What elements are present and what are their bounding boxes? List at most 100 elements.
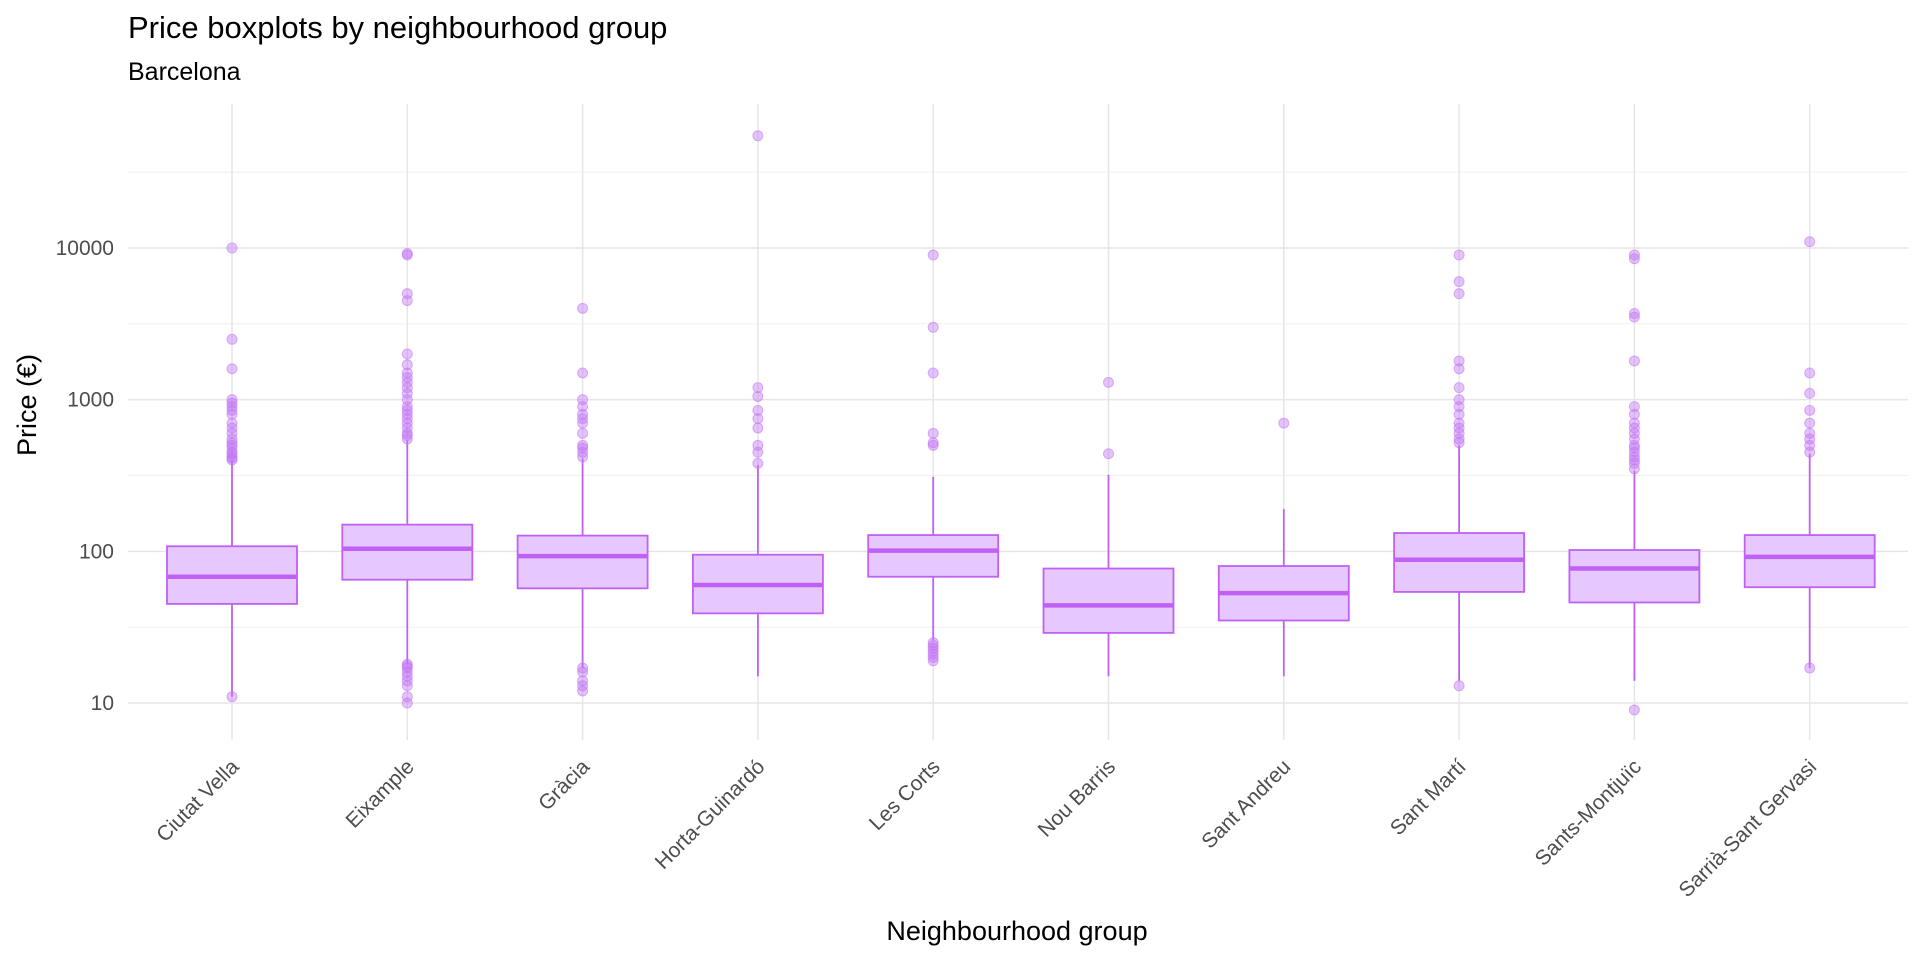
box-iqr [1042, 567, 1175, 634]
outlier-point [1453, 276, 1465, 288]
outlier-point [1453, 363, 1465, 375]
outlier-point [226, 433, 238, 445]
outlier-point [1103, 376, 1114, 388]
outlier-point [1804, 387, 1816, 399]
outlier-point [1804, 367, 1816, 379]
outlier-point [401, 387, 413, 399]
x-tick-label: Gràcia [534, 755, 594, 815]
outlier-point [1804, 404, 1816, 416]
y-tick-label: 10000 [56, 237, 114, 260]
outlier-point [927, 367, 939, 379]
x-tick-label: Sant Andreu [1197, 755, 1295, 853]
outlier-point [226, 408, 238, 420]
x-tick-label: Sant Martí [1386, 755, 1471, 840]
outlier-point [752, 439, 764, 451]
outlier-point [1278, 417, 1290, 429]
outlier-point [1804, 433, 1816, 445]
outlier-point [401, 348, 413, 360]
boxes [166, 130, 1876, 716]
outlier-point [752, 382, 764, 394]
outlier-point [226, 242, 238, 254]
box-sants-montju-c [1568, 249, 1701, 716]
x-tick-label: Les Corts [865, 755, 945, 835]
box-iqr [867, 534, 1000, 578]
outlier-point [577, 427, 589, 439]
outlier-point [577, 442, 589, 454]
outlier-point [1628, 401, 1640, 413]
x-tick-label: Eixample [341, 755, 418, 832]
box-iqr [1743, 534, 1876, 589]
outlier-point [927, 249, 939, 261]
outlier-point [226, 437, 238, 449]
box-eixample [341, 247, 474, 709]
x-tick-label: Sants-Montjuïc [1531, 755, 1646, 870]
outlier-point [226, 363, 238, 375]
box-horta-guinard- [692, 130, 824, 677]
outlier-point [401, 359, 413, 371]
y-axis-ticks: 10 100 1000 10000 [56, 237, 114, 715]
outlier-point [1628, 433, 1640, 445]
outlier-point [401, 691, 413, 703]
outlier-point [1453, 382, 1465, 394]
outlier-point [1453, 680, 1465, 692]
x-tick-label: Sarrià-Sant Gervasi [1675, 755, 1822, 902]
x-tick-label: Horta-Guinardó [651, 755, 770, 874]
y-axis-title: Price (€) [12, 354, 42, 456]
outlier-point [1453, 288, 1465, 300]
outlier-point [577, 439, 589, 451]
outlier-point [927, 437, 939, 449]
outlier-point [1103, 448, 1114, 460]
outlier-point [1628, 417, 1640, 429]
box-sant-mart- [1393, 249, 1525, 692]
outlier-point [1453, 433, 1465, 445]
outlier-point [1628, 442, 1640, 454]
outlier-point [927, 645, 939, 657]
outlier-point [752, 390, 764, 402]
outlier-point [401, 433, 413, 445]
y-tick-label: 1000 [67, 389, 114, 412]
y-tick-label: 100 [79, 540, 114, 563]
outlier-point [226, 691, 238, 703]
outlier-point [226, 397, 238, 409]
outlier-point [752, 404, 764, 416]
box-iqr [516, 534, 649, 590]
outlier-point [401, 666, 413, 678]
y-tick-label: 10 [91, 692, 114, 715]
box-sarri-sant-gervasi [1743, 236, 1876, 674]
outlier-point [577, 413, 589, 425]
outlier-point [752, 130, 764, 142]
outlier-point [577, 666, 589, 678]
outlier-point [1453, 437, 1465, 449]
outlier-point [577, 675, 589, 687]
outlier-point [927, 637, 939, 649]
outlier-point [1453, 394, 1465, 406]
outlier-point [577, 662, 589, 674]
outlier-point [1453, 417, 1465, 429]
outlier-point [1628, 253, 1640, 265]
outlier-point [927, 648, 939, 660]
x-axis-ticks: Ciutat Vella Eixample Gràcia Horta-Guinardó… [152, 755, 1821, 902]
outlier-point [1628, 454, 1640, 466]
outlier-point [1628, 307, 1640, 319]
outlier-point [577, 302, 589, 314]
outlier-point [1804, 662, 1816, 674]
outlier-point [927, 639, 939, 651]
outlier-point [752, 457, 764, 469]
outlier-point [927, 321, 939, 333]
outlier-point [1628, 249, 1640, 261]
box-sant-andreu [1217, 417, 1350, 677]
chart-title: Price boxplots by neighbourhood group [128, 10, 668, 45]
box-iqr [1568, 549, 1701, 604]
box-iqr [1393, 532, 1525, 593]
box-les-corts [867, 249, 1000, 667]
outlier-point [1628, 355, 1640, 367]
outlier-point [752, 413, 764, 425]
outlier-point [401, 247, 413, 259]
outlier-point [1453, 249, 1465, 261]
outlier-point [752, 422, 764, 434]
outlier-point [226, 333, 238, 345]
outlier-point [401, 408, 413, 420]
outlier-point [226, 394, 238, 406]
outlier-point [1804, 236, 1816, 248]
